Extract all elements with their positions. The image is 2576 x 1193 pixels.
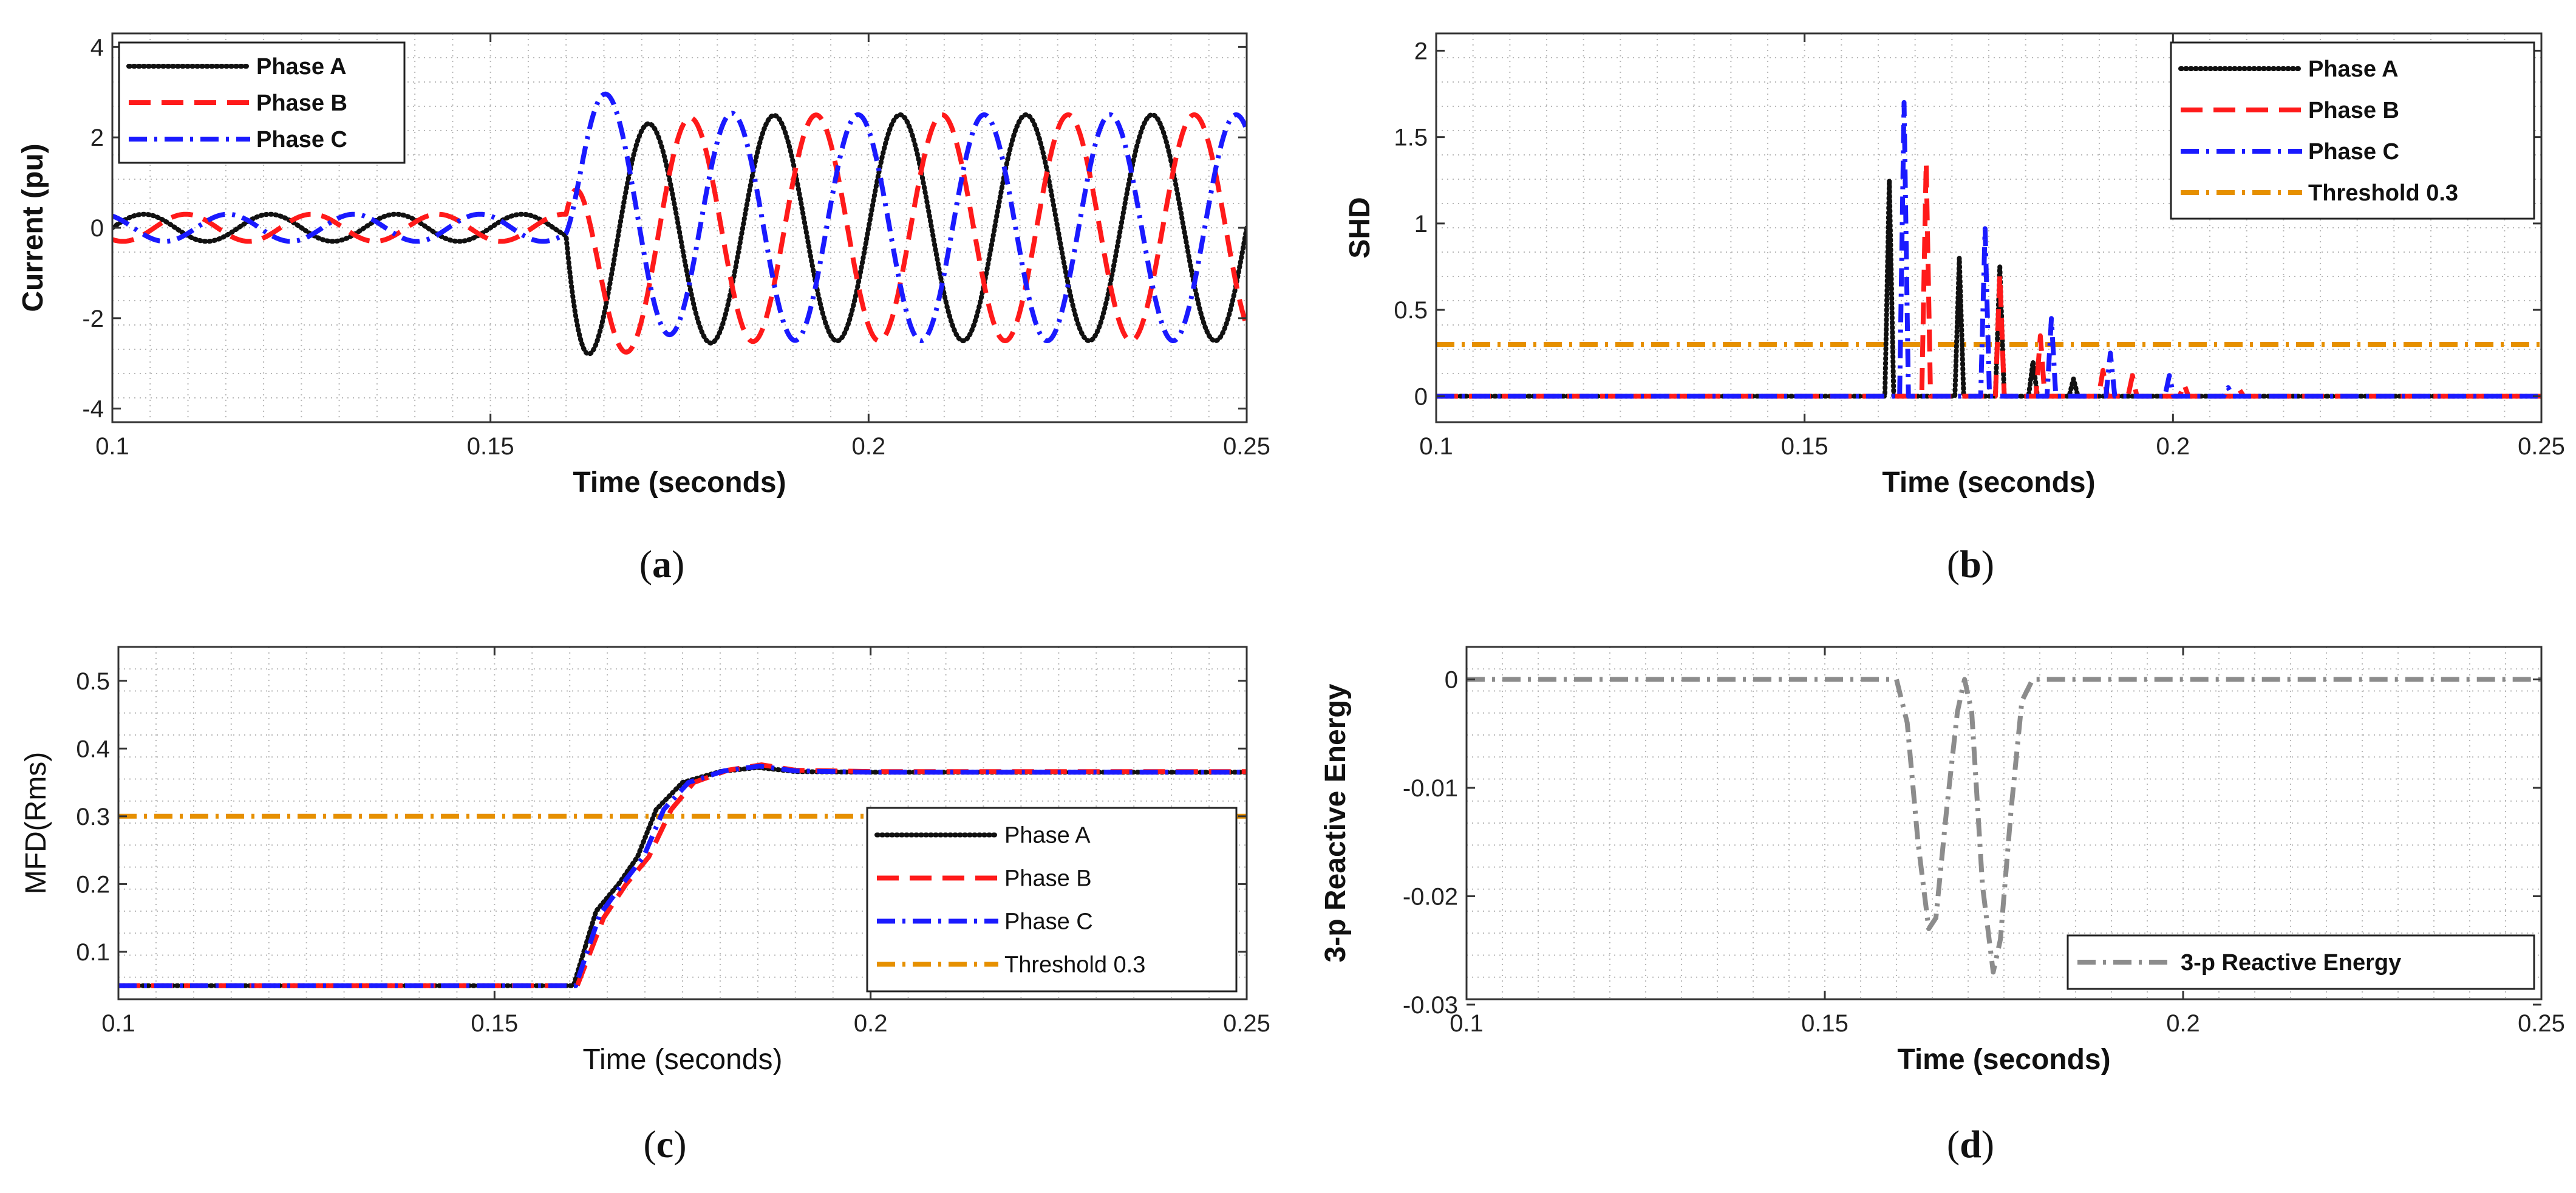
caption-letter: a	[652, 542, 672, 586]
legend-d: 3-p Reactive Energy	[2067, 934, 2535, 990]
y-tick-label: -2	[82, 306, 104, 332]
y-tick-label: 0.5	[76, 668, 110, 695]
y-tick-label: -0.02	[1403, 883, 1458, 910]
legend-label: Phase B	[2308, 98, 2399, 123]
series-line-b-phase-c	[1436, 100, 2541, 399]
caption-paren-close: )	[672, 542, 684, 586]
series-group-b	[1436, 100, 2541, 399]
y-tick-label: 1.5	[1394, 125, 1428, 151]
x-tick-label: 0.25	[2518, 433, 2565, 460]
x-tick-label: 0.2	[2156, 433, 2190, 460]
x-tick-label: 0.2	[852, 433, 886, 460]
x-tick-label: 0.15	[1801, 1010, 1849, 1037]
x-axis-label: Time (seconds)	[573, 467, 786, 499]
chart-panel-d: 0.1 0.15 0.2 0.25 0 -0.01 -0.02 -0.03 Time (seco…	[1320, 646, 2565, 1166]
chart-panel-c: 0.1 0.15 0.2 0.25 0.1 0.2 0.3 0.4 0.5 Time (secon…	[20, 646, 1270, 1166]
x-tick-label: 0.1	[1450, 1010, 1484, 1037]
x-axis-label: Time (seconds)	[1897, 1044, 2110, 1076]
axes-frame-d	[1465, 646, 2543, 1000]
x-tick-label: 0.1	[1419, 433, 1453, 460]
caption-paren-close: )	[1981, 1123, 1994, 1166]
legend-a: Phase A Phase B Phase C	[118, 41, 406, 164]
x-tick-label: 0.1	[101, 1010, 135, 1037]
series-line-c-phase-b	[118, 762, 1247, 988]
panel-caption-c: (c)	[643, 1123, 686, 1166]
y-tick-label: 0.5	[1394, 297, 1428, 324]
y-tick-label: 4	[90, 34, 104, 61]
y-tick-label: 0.1	[76, 939, 110, 966]
x-axis-label: Time (seconds)	[583, 1044, 783, 1076]
y-tick-label: 0.4	[76, 736, 110, 762]
series-line-a-phase-b	[112, 112, 1247, 355]
y-axis-label: 3-p Reactive Energy	[1320, 683, 1352, 962]
y-tick-label: 0	[1445, 667, 1458, 694]
caption-paren-open: (	[1947, 542, 1960, 586]
caption-letter: b	[1960, 542, 1981, 586]
y-tick-label: 0.3	[76, 804, 110, 830]
series-line-b-phase-a	[1436, 177, 2541, 399]
legend-label: 3-p Reactive Energy	[2181, 950, 2401, 976]
panel-caption-d: (d)	[1947, 1123, 1994, 1166]
y-tick-label: 0	[90, 215, 104, 242]
axes-frame-b	[1435, 32, 2543, 423]
legend-label: Phase A	[1004, 823, 1091, 849]
legend-label: Phase B	[1004, 866, 1092, 892]
series-group-a	[112, 91, 1247, 357]
y-tick-label: 0.2	[76, 871, 110, 898]
axes-frame-c	[117, 646, 1248, 1000]
y-tick-label: 1	[1414, 211, 1428, 238]
series-line-c-phase-c	[118, 764, 1247, 988]
y-tick-label: -4	[82, 396, 104, 423]
grid-d	[1467, 647, 2541, 999]
caption-letter: c	[656, 1123, 673, 1166]
x-tick-label: 0.1	[95, 433, 129, 460]
panel-caption-a: (a)	[639, 542, 685, 586]
legend-label: Phase A	[256, 54, 347, 80]
x-tick-label: 0.15	[1781, 433, 1828, 460]
y-tick-label: 0	[1414, 383, 1428, 410]
y-tick-label: -0.01	[1403, 775, 1458, 802]
chart-panel-b: 0.1 0.15 0.2 0.25 0 0.5 1 1.5 2 Time (seconds) SHD…	[1344, 32, 2565, 586]
legend-label: Phase C	[256, 127, 347, 152]
legend-box	[866, 807, 1238, 993]
series-group-d	[1467, 677, 2541, 975]
legend-box	[2170, 41, 2535, 220]
legend-b: Phase A Phase B Phase C Threshold 0.3	[2170, 41, 2535, 220]
x-tick-label: 0.15	[467, 433, 514, 460]
legend-label: Threshold 0.3	[2308, 180, 2458, 206]
caption-paren-close: )	[673, 1123, 686, 1166]
y-tick-label: 2	[1414, 38, 1428, 64]
caption-paren-close: )	[1981, 542, 1994, 586]
panel-caption-b: (b)	[1947, 542, 1994, 586]
series-line-d-3-p-reactive-energy	[1467, 677, 2541, 975]
legend-label: Phase C	[1004, 909, 1093, 935]
y-axis-label: MFD(Rms)	[20, 752, 52, 895]
legend-label: Phase A	[2308, 56, 2399, 82]
x-tick-label: 0.15	[471, 1010, 518, 1037]
legend-label: Phase B	[256, 91, 347, 116]
y-tick-label: 2	[90, 125, 104, 151]
legend-c: Phase A Phase B Phase C Threshold 0.3	[866, 807, 1238, 993]
x-axis-label: Time (seconds)	[1882, 467, 2095, 499]
series-line-a-phase-a	[112, 112, 1247, 357]
x-tick-label: 0.25	[2518, 1010, 2565, 1037]
x-tick-label: 0.25	[1223, 1010, 1270, 1037]
y-axis-label: Current (pu)	[17, 143, 49, 312]
caption-paren-open: (	[1947, 1123, 1960, 1166]
x-tick-label: 0.2	[854, 1010, 888, 1037]
legend-label: Phase C	[2308, 139, 2399, 165]
y-axis-label: SHD	[1344, 197, 1376, 258]
legend-box	[2067, 934, 2535, 990]
caption-paren-open: (	[643, 1123, 656, 1166]
y-tick-label: -0.03	[1403, 992, 1458, 1019]
caption-paren-open: (	[639, 542, 652, 586]
x-tick-label: 0.2	[2166, 1010, 2200, 1037]
legend-label: Threshold 0.3	[1004, 952, 1145, 978]
chart-panel-a: 0.1 0.15 0.2 0.25 -4 -2 0 2 4 Time (seconds) Curre…	[17, 32, 1270, 586]
x-tick-label: 0.25	[1223, 433, 1270, 460]
caption-letter: d	[1960, 1123, 1981, 1166]
